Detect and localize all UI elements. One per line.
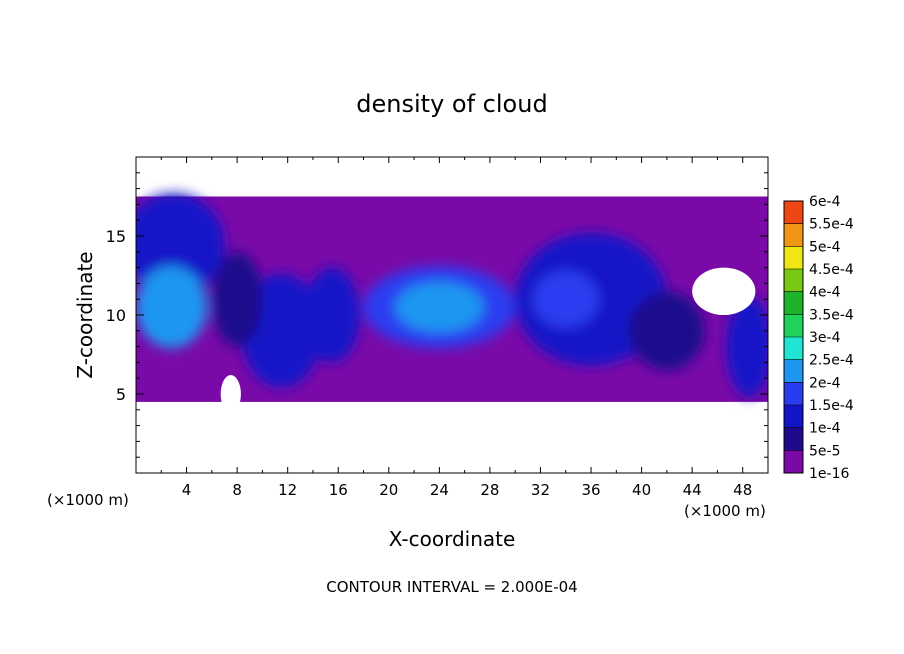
- chart-title: density of cloud: [356, 90, 547, 118]
- clear-gap: [692, 267, 756, 315]
- colorbar-swatch: [784, 246, 803, 269]
- colorbar-label: 1.5e-4: [809, 398, 854, 414]
- colorbar-swatch: [784, 291, 803, 315]
- clear-gap: [220, 375, 241, 413]
- colorbar-swatch: [784, 450, 803, 473]
- colorbar-label: 4.5e-4: [809, 262, 854, 278]
- colorbar: 1e-16 5e-5 1e-4 1.5e-4 2e-4 2.5e-4 3e-4 3.5e-4 4…: [783, 194, 854, 482]
- colorbar-label: 3e-4: [809, 330, 841, 346]
- density-region: [628, 291, 705, 371]
- colorbar-swatch: [784, 201, 803, 224]
- y-tick-label: 5: [116, 385, 126, 404]
- colorbar-swatch: [784, 359, 803, 383]
- density-region: [211, 251, 263, 347]
- density-region: [395, 281, 484, 333]
- colorbar-swatch: [784, 269, 803, 292]
- x-tick-label: 20: [379, 481, 398, 499]
- x-tick-label: 16: [329, 481, 348, 499]
- colorbar-label: 2e-4: [809, 375, 841, 391]
- colorbar-swatch: [784, 405, 803, 428]
- density-region: [532, 270, 599, 328]
- x-unit-label-right: (×1000 m): [684, 502, 766, 520]
- colorbar-label: 5e-5: [809, 443, 840, 459]
- colorbar-swatch: [784, 427, 803, 451]
- x-unit-label: (×1000 m): [47, 491, 129, 509]
- colorbar-swatch: [784, 314, 803, 337]
- y-axis-label: Z-coordinate: [73, 251, 97, 378]
- density-region: [726, 296, 768, 398]
- colorbar-label: 5e-4: [809, 239, 841, 255]
- colorbar-label: 1e-4: [809, 421, 841, 437]
- x-tick-label: 12: [278, 481, 297, 499]
- colorbar-label: 2.5e-4: [809, 353, 854, 369]
- x-tick-label: 24: [430, 481, 449, 499]
- density-region: [136, 266, 207, 349]
- x-tick-label: 36: [581, 481, 600, 499]
- plot-area: [136, 157, 768, 473]
- colorbar-swatch: [784, 223, 803, 247]
- x-tick-label: 28: [480, 481, 499, 499]
- x-tick-label: 40: [632, 481, 651, 499]
- x-tick-label: 32: [531, 481, 550, 499]
- colorbar-label: 5.5e-4: [809, 217, 854, 233]
- y-axis: 5 10 15: [106, 172, 768, 458]
- colorbar-label: 6e-4: [809, 194, 841, 210]
- x-axis: 4 8 12 16 20 24 28 32 36 40 44 48: [160, 157, 752, 499]
- y-tick-label: 10: [106, 306, 126, 325]
- colorbar-label: 1e-16: [809, 466, 849, 482]
- x-tick-label: 44: [683, 481, 702, 499]
- x-axis-label: X-coordinate: [389, 527, 516, 551]
- x-tick-label: 8: [232, 481, 242, 499]
- colorbar-swatch: [784, 382, 803, 405]
- colorbar-label: 4e-4: [809, 285, 841, 301]
- density-region: [304, 267, 360, 363]
- contour-interval-note: CONTOUR INTERVAL = 2.000E-04: [326, 578, 577, 596]
- x-tick-label: 4: [182, 481, 192, 499]
- density-regions: [136, 193, 768, 398]
- x-tick-label: 48: [733, 481, 752, 499]
- y-tick-label: 15: [106, 227, 126, 246]
- colorbar-label: 3.5e-4: [809, 307, 854, 323]
- colorbar-swatch: [784, 337, 803, 360]
